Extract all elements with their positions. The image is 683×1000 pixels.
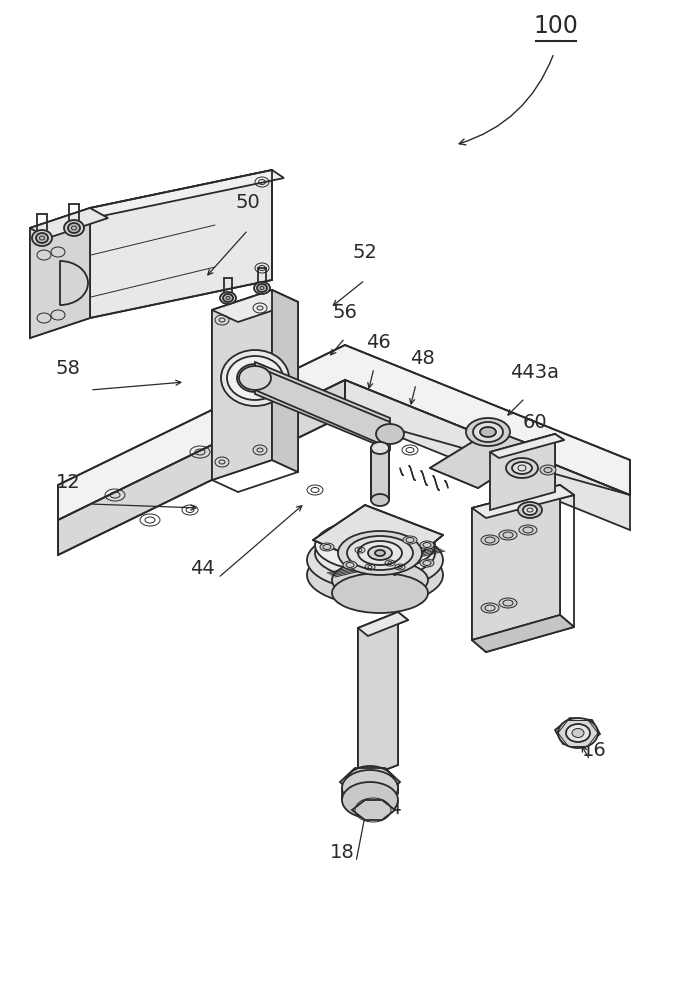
Text: 52: 52 [352,243,378,262]
Ellipse shape [375,550,385,556]
Polygon shape [490,434,555,510]
Polygon shape [472,615,574,652]
Ellipse shape [239,366,271,390]
Ellipse shape [371,442,389,454]
Ellipse shape [347,536,413,570]
Text: 48: 48 [410,349,434,368]
Polygon shape [212,290,272,480]
Text: 14: 14 [378,799,402,818]
Ellipse shape [332,573,428,613]
Ellipse shape [36,233,48,243]
Polygon shape [30,208,90,338]
Text: 12: 12 [55,473,81,492]
Ellipse shape [307,545,443,605]
Text: 56: 56 [333,303,357,322]
Ellipse shape [358,541,402,565]
Ellipse shape [420,559,434,567]
Polygon shape [358,612,398,780]
Ellipse shape [368,546,392,560]
Ellipse shape [480,427,496,437]
Text: 44: 44 [190,559,214,578]
Polygon shape [352,800,395,820]
Text: 16: 16 [582,741,607,760]
Ellipse shape [518,502,542,518]
Ellipse shape [257,284,267,292]
Text: 58: 58 [55,359,81,378]
Polygon shape [345,380,630,530]
Ellipse shape [481,535,499,545]
Polygon shape [313,505,443,575]
Ellipse shape [332,560,428,600]
Ellipse shape [473,422,503,442]
Polygon shape [472,485,560,640]
Ellipse shape [307,530,443,590]
Ellipse shape [566,724,590,742]
Polygon shape [90,170,272,318]
Text: 443a: 443a [510,363,559,382]
Polygon shape [472,485,574,518]
Ellipse shape [342,770,398,806]
Ellipse shape [364,778,376,786]
Ellipse shape [420,541,434,549]
Ellipse shape [68,223,80,233]
Ellipse shape [499,530,517,540]
Text: 46: 46 [365,333,391,352]
Ellipse shape [519,525,537,535]
Ellipse shape [315,527,435,579]
Ellipse shape [221,350,289,406]
Ellipse shape [320,543,334,551]
Text: 60: 60 [522,413,547,432]
Ellipse shape [512,462,532,474]
Ellipse shape [32,230,52,246]
FancyArrowPatch shape [459,56,553,145]
Polygon shape [58,345,630,520]
Polygon shape [340,768,400,796]
Ellipse shape [506,458,538,478]
Polygon shape [255,362,390,450]
Text: 50: 50 [236,193,260,212]
Text: 18: 18 [330,843,354,862]
Ellipse shape [223,294,233,302]
Ellipse shape [572,728,584,738]
Text: 20: 20 [522,493,547,512]
Ellipse shape [237,364,273,392]
Ellipse shape [220,292,236,304]
Ellipse shape [558,718,598,748]
Ellipse shape [64,220,84,236]
Polygon shape [555,718,600,746]
Ellipse shape [466,418,510,446]
Polygon shape [58,380,345,555]
Ellipse shape [254,282,270,294]
Polygon shape [90,170,284,216]
Polygon shape [358,612,408,636]
Ellipse shape [523,505,537,515]
Polygon shape [371,448,389,500]
Polygon shape [30,208,108,238]
Ellipse shape [338,531,422,575]
Ellipse shape [343,561,357,569]
Ellipse shape [481,603,499,613]
Ellipse shape [247,372,263,384]
Polygon shape [430,430,540,488]
Ellipse shape [403,536,417,544]
Ellipse shape [376,424,404,444]
Ellipse shape [315,519,435,571]
Ellipse shape [371,494,389,506]
Ellipse shape [356,772,384,792]
Ellipse shape [499,598,517,608]
Polygon shape [490,434,564,458]
Ellipse shape [227,356,283,400]
Polygon shape [272,290,298,472]
Polygon shape [212,290,298,322]
Ellipse shape [540,465,556,475]
Ellipse shape [342,782,398,818]
Text: 100: 100 [533,14,579,38]
